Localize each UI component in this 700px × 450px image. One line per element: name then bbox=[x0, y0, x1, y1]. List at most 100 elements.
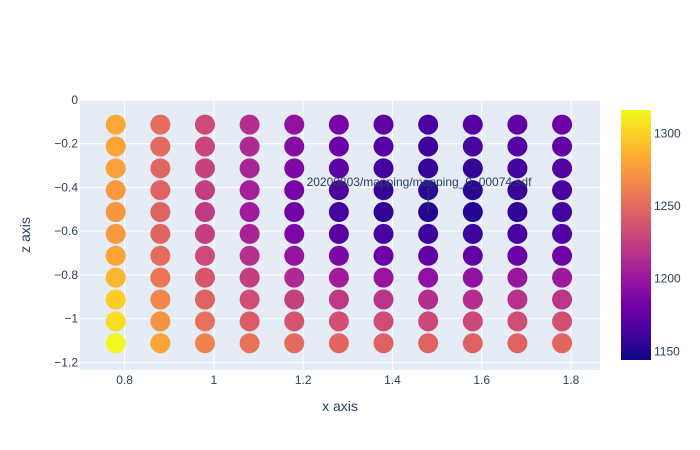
y-tick-label: −0.2 bbox=[54, 137, 78, 151]
colorbar: 1150 1200 1250 1300 bbox=[621, 110, 681, 360]
data-point bbox=[418, 136, 439, 157]
data-point bbox=[507, 223, 528, 244]
colorbar-tick-label: 1200 bbox=[654, 272, 681, 286]
data-point bbox=[462, 245, 483, 266]
y-tick-label: −0.6 bbox=[54, 224, 78, 238]
data-point bbox=[418, 245, 439, 266]
y-tick-label: −1.2 bbox=[54, 355, 78, 369]
data-point bbox=[507, 267, 528, 288]
data-point bbox=[105, 136, 126, 157]
data-point bbox=[552, 245, 573, 266]
data-point bbox=[105, 158, 126, 179]
data-point bbox=[284, 136, 305, 157]
data-point bbox=[194, 202, 215, 223]
colorbar-tick-label: 1150 bbox=[654, 344, 680, 358]
data-point bbox=[150, 158, 171, 179]
data-points bbox=[105, 114, 573, 354]
data-point bbox=[328, 267, 349, 288]
data-point bbox=[328, 114, 349, 135]
x-tick-label: 1.8 bbox=[563, 373, 580, 387]
colorbar-tick-label: 1300 bbox=[654, 126, 681, 140]
data-point bbox=[462, 158, 483, 179]
data-point bbox=[194, 158, 215, 179]
y-tick-label: 0 bbox=[71, 93, 78, 107]
data-point bbox=[194, 289, 215, 310]
colorbar-gradient bbox=[621, 110, 651, 360]
data-point bbox=[462, 180, 483, 201]
data-point bbox=[328, 333, 349, 354]
data-point bbox=[239, 245, 260, 266]
data-point bbox=[194, 136, 215, 157]
data-point bbox=[373, 311, 394, 332]
data-point bbox=[552, 180, 573, 201]
data-point bbox=[328, 136, 349, 157]
data-point bbox=[552, 267, 573, 288]
data-point bbox=[105, 245, 126, 266]
data-point bbox=[328, 311, 349, 332]
data-point bbox=[105, 289, 126, 310]
data-point bbox=[507, 202, 528, 223]
annotation-text: 20200803/mapping/mapping_0_00074.sdf bbox=[307, 175, 533, 189]
data-point bbox=[462, 333, 483, 354]
data-point bbox=[150, 333, 171, 354]
data-point bbox=[373, 202, 394, 223]
data-point bbox=[373, 267, 394, 288]
data-point bbox=[328, 289, 349, 310]
data-point bbox=[284, 311, 305, 332]
data-point bbox=[239, 311, 260, 332]
annotation: 20200803/mapping/mapping_0_00074.sdf bbox=[307, 175, 533, 213]
data-point bbox=[507, 158, 528, 179]
data-point bbox=[150, 267, 171, 288]
data-point bbox=[418, 223, 439, 244]
data-point bbox=[373, 245, 394, 266]
data-point bbox=[418, 311, 439, 332]
y-tick-labels: 0 −0.2 −0.4 −0.6 −0.8 −1 −1.2 bbox=[54, 93, 78, 369]
y-tick-label: −0.4 bbox=[54, 180, 78, 194]
data-point bbox=[239, 180, 260, 201]
data-point bbox=[462, 289, 483, 310]
data-point bbox=[105, 311, 126, 332]
data-point bbox=[373, 158, 394, 179]
x-tick-label: 0.8 bbox=[116, 373, 133, 387]
data-point bbox=[239, 333, 260, 354]
data-point bbox=[373, 289, 394, 310]
data-point bbox=[418, 158, 439, 179]
data-point bbox=[552, 223, 573, 244]
data-point bbox=[150, 202, 171, 223]
data-point bbox=[239, 289, 260, 310]
data-point bbox=[507, 333, 528, 354]
data-point bbox=[150, 223, 171, 244]
data-point bbox=[239, 114, 260, 135]
data-point bbox=[507, 114, 528, 135]
data-point bbox=[239, 223, 260, 244]
data-point bbox=[150, 245, 171, 266]
data-point bbox=[194, 311, 215, 332]
data-point bbox=[507, 311, 528, 332]
data-point bbox=[239, 136, 260, 157]
data-point bbox=[239, 202, 260, 223]
data-point bbox=[328, 223, 349, 244]
data-point bbox=[105, 180, 126, 201]
data-point bbox=[373, 180, 394, 201]
data-point bbox=[194, 114, 215, 135]
data-point bbox=[418, 289, 439, 310]
x-tick-label: 1 bbox=[211, 373, 218, 387]
data-point bbox=[194, 333, 215, 354]
data-point bbox=[284, 223, 305, 244]
data-point bbox=[373, 333, 394, 354]
data-point bbox=[194, 245, 215, 266]
data-point bbox=[328, 202, 349, 223]
data-point bbox=[373, 136, 394, 157]
data-point bbox=[507, 180, 528, 201]
data-point bbox=[284, 158, 305, 179]
data-point bbox=[150, 311, 171, 332]
data-point bbox=[373, 114, 394, 135]
data-point bbox=[552, 311, 573, 332]
data-point bbox=[328, 180, 349, 201]
data-point bbox=[462, 311, 483, 332]
data-point bbox=[194, 223, 215, 244]
data-point bbox=[462, 223, 483, 244]
data-point bbox=[552, 158, 573, 179]
data-point bbox=[284, 245, 305, 266]
